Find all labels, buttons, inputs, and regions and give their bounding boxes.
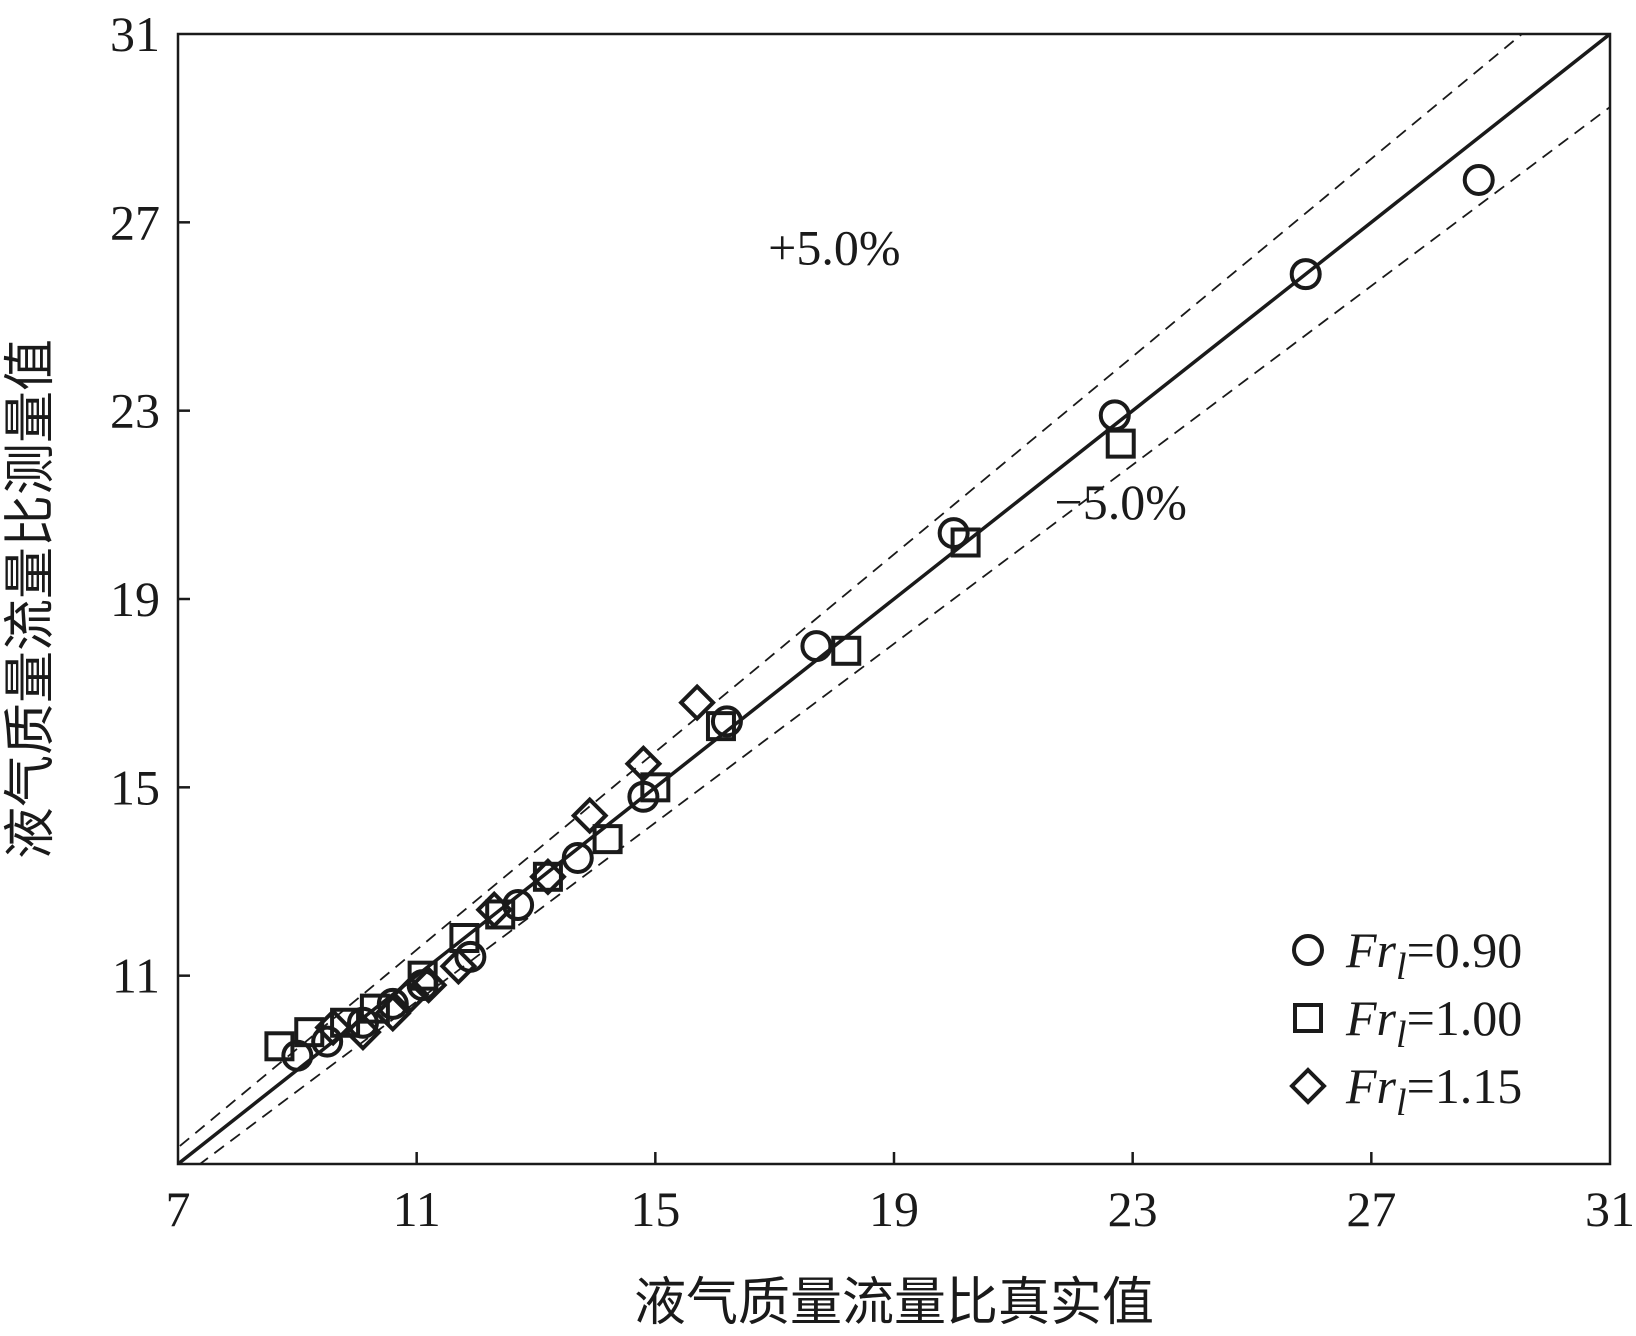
y-tick-label: 23 xyxy=(110,383,160,439)
diamond-point xyxy=(529,857,567,896)
circle-point xyxy=(1462,163,1495,196)
x-tick-label: 11 xyxy=(393,1181,441,1237)
square-point xyxy=(705,711,736,742)
diamond-point xyxy=(678,683,716,722)
legend-label: Frl=0.90 xyxy=(1345,922,1522,988)
x-tick-label: 19 xyxy=(869,1181,919,1237)
legend-diamond-icon xyxy=(1289,1067,1327,1105)
circle-point xyxy=(311,1025,344,1058)
diamond-point xyxy=(475,890,514,929)
x-tick-label: 15 xyxy=(630,1181,680,1237)
circle-point xyxy=(710,705,743,738)
diamond-point xyxy=(439,947,478,986)
x-axis-ticks: 7 11 15 19 23 27 31 xyxy=(166,1152,1635,1237)
diamond-point xyxy=(391,975,430,1014)
legend-label-prefix: Fr xyxy=(1345,990,1397,1046)
square-point xyxy=(831,635,862,666)
upper-band-label: +5.0% xyxy=(768,220,900,276)
band-annotations: +5.0% −5.0% xyxy=(768,220,1187,530)
upper-reference-line xyxy=(178,34,1524,1149)
diamond-point xyxy=(409,966,448,1004)
legend-label-subscript: l xyxy=(1396,1082,1407,1124)
circle-point xyxy=(800,630,833,663)
legend-square-icon xyxy=(1293,1003,1323,1033)
y-tick-label: 11 xyxy=(112,948,160,1004)
circle-point xyxy=(1289,258,1322,291)
square-point xyxy=(640,772,671,803)
legend-label-subscript: l xyxy=(1396,946,1407,988)
y-axis-ticks: 31 27 23 19 15 11 xyxy=(110,6,190,1004)
diamond-point xyxy=(314,1008,352,1047)
square-point xyxy=(950,527,981,558)
x-tick-label: 27 xyxy=(1346,1181,1396,1237)
y-axis-title: 液气质量流量比测量值 xyxy=(1,339,61,859)
square-point xyxy=(1105,428,1136,459)
y-tick-label: 27 xyxy=(110,194,160,250)
legend-circle-icon xyxy=(1292,934,1324,966)
x-tick-label: 23 xyxy=(1108,1181,1158,1237)
square-point xyxy=(449,923,480,953)
legend-label-subscript: l xyxy=(1396,1014,1407,1056)
circle-point xyxy=(561,841,594,874)
lower-band-label: −5.0% xyxy=(1055,474,1187,530)
diamond-point xyxy=(373,994,412,1033)
diamond-point xyxy=(344,1013,382,1051)
square-point xyxy=(592,824,623,855)
data-points xyxy=(264,163,1495,1072)
legend-label-prefix: Fr xyxy=(1345,922,1397,978)
y-tick-label: 19 xyxy=(110,571,160,627)
legend-label: Frl=1.15 xyxy=(1345,1058,1522,1124)
legend-label-prefix: Fr xyxy=(1345,1058,1397,1114)
legend-label-value: =0.90 xyxy=(1407,922,1523,978)
circle-point xyxy=(454,940,487,973)
x-tick-label: 31 xyxy=(1585,1181,1635,1237)
square-point xyxy=(532,861,563,892)
square-point xyxy=(264,1031,295,1062)
identity-reference-line xyxy=(178,34,1610,1164)
diamond-point xyxy=(570,796,609,835)
legend-label: Frl=1.00 xyxy=(1345,990,1522,1056)
y-tick-label: 15 xyxy=(110,759,160,815)
y-tick-label: 31 xyxy=(110,6,160,62)
square-point xyxy=(359,993,390,1024)
x-axis-title: 液气质量流量比真实值 xyxy=(634,1273,1154,1333)
legend-label-value: =1.00 xyxy=(1407,990,1523,1046)
legend-label-value: =1.15 xyxy=(1407,1058,1523,1114)
x-tick-label: 7 xyxy=(166,1181,191,1237)
diamond-point xyxy=(624,744,663,783)
